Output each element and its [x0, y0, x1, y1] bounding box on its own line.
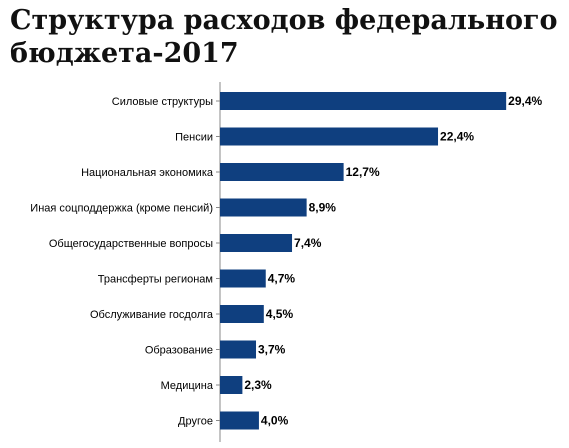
category-label: Другое [178, 416, 213, 428]
bar [220, 376, 243, 394]
data-label: 2,3% [244, 378, 272, 392]
bar [220, 411, 259, 430]
data-label: 7,4% [294, 236, 322, 250]
bar [220, 127, 439, 146]
category-label: Образование [145, 345, 213, 357]
bar [220, 198, 307, 217]
data-label: 4,5% [266, 307, 294, 321]
bar [220, 340, 257, 359]
data-label: 12,7% [346, 165, 380, 179]
category-label: Силовые структуры [112, 96, 213, 108]
category-label: Иная соцподдержка (кроме пенсий) [30, 203, 213, 215]
category-label: Медицина [161, 380, 214, 392]
bar [220, 234, 293, 252]
bar [220, 305, 264, 323]
data-label: 4,0% [261, 414, 289, 428]
bar [220, 92, 507, 110]
data-label: 8,9% [309, 201, 337, 215]
data-label: 4,7% [268, 272, 296, 286]
data-label: 3,7% [258, 343, 286, 357]
category-label: Национальная экономика [81, 167, 214, 179]
category-label: Обслуживание госдолга [90, 309, 214, 321]
bar [220, 269, 266, 288]
data-label: 29,4% [508, 94, 542, 108]
category-label: Пенсии [175, 132, 213, 144]
data-label: 22,4% [440, 130, 474, 144]
chart-title: Структура расходов федерального бюджета-… [10, 5, 558, 69]
category-label: Трансферты регионам [98, 274, 213, 286]
bar [220, 163, 344, 181]
category-label: Общегосударственные вопросы [49, 238, 213, 250]
